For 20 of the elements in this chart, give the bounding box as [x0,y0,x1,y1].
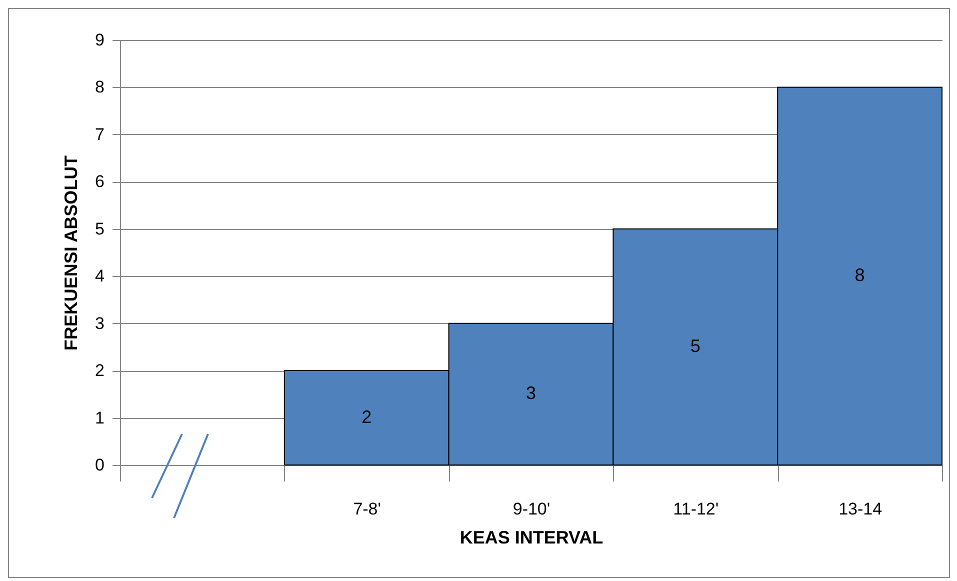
y-tick-label: 0 [95,456,104,474]
x-axis-title: KEAS INTERVAL [460,528,604,548]
data-label: 3 [526,383,536,404]
y-tick-label: 1 [95,408,104,428]
data-label: 8 [854,265,865,286]
y-axis-title: FREKUENSI ABSOLUT [61,155,82,351]
data-label: 5 [690,336,700,356]
y-tick-label: 5 [95,219,104,238]
x-tick-label: 7-8' [353,500,382,518]
x-tick-label: 9-10' [512,500,550,518]
y-tick-label: 7 [95,124,104,144]
y-tick-label: 2 [95,361,104,380]
y-tick-label: 3 [95,314,104,333]
y-tick-label: 8 [95,78,104,97]
data-label: 2 [362,406,372,427]
x-tick-label: 13-14 [838,500,882,518]
y-tick-label: 6 [95,172,104,192]
y-tick-label: 4 [95,266,104,286]
y-tick-label: 9 [95,30,104,50]
x-tick-label: 11-12' [673,500,719,518]
